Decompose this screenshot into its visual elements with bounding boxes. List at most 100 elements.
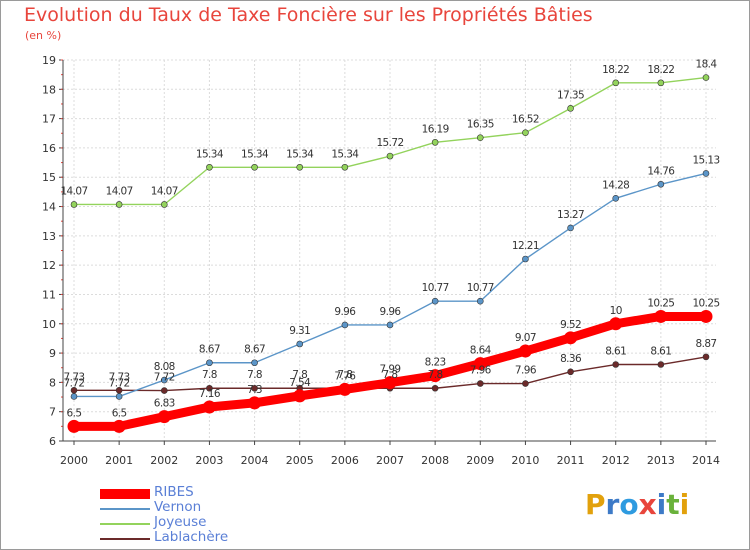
data-label-ribes: 7.16 <box>199 388 221 400</box>
y-tick-label: 16 <box>42 142 56 155</box>
data-point-joyeuse <box>296 163 304 171</box>
data-point-joyeuse <box>657 79 665 87</box>
logo-letter: i <box>679 488 690 521</box>
data-label-lablachre: 7.8 <box>383 369 398 381</box>
data-label-joyeuse: 15.34 <box>331 148 359 160</box>
data-point-ribes <box>338 382 352 396</box>
legend-swatch-ribes <box>100 489 150 499</box>
data-point-joyeuse <box>612 79 620 87</box>
data-label-joyeuse: 14.07 <box>151 185 178 197</box>
data-label-ribes: 9.52 <box>560 319 581 331</box>
data-point-ribes <box>473 357 487 371</box>
data-point-vernon <box>657 180 665 188</box>
data-point-joyeuse <box>702 74 710 81</box>
x-tick-label: 2004 <box>241 454 269 467</box>
data-point-ribes <box>428 369 442 383</box>
logo-letter: o <box>619 488 639 521</box>
data-point-joyeuse <box>160 201 168 208</box>
data-point-ribes <box>383 376 397 390</box>
data-label-ribes: 8.64 <box>470 345 492 357</box>
x-tick-label: 2009 <box>466 454 494 467</box>
logo-letter: t <box>666 488 680 521</box>
data-point-joyeuse <box>431 139 439 146</box>
x-tick-label: 2005 <box>286 454 314 467</box>
data-point-ribes <box>248 396 262 410</box>
logo-letter: P <box>585 488 606 521</box>
y-tick-label: 10 <box>42 318 56 331</box>
data-label-vernon: 10.77 <box>422 282 449 294</box>
data-point-joyeuse <box>522 129 529 136</box>
data-label-joyeuse: 15.72 <box>376 137 403 149</box>
data-point-lablachre <box>612 361 620 368</box>
data-label-joyeuse: 15.34 <box>241 148 269 160</box>
y-tick-label: 6 <box>49 435 56 448</box>
data-label-joyeuse: 14.07 <box>106 185 133 197</box>
data-point-vernon <box>206 359 213 367</box>
data-label-vernon: 14.28 <box>602 179 629 191</box>
data-point-vernon <box>70 393 78 400</box>
data-point-vernon <box>522 255 529 263</box>
data-point-vernon <box>431 297 439 305</box>
y-tick-label: 19 <box>42 54 56 67</box>
data-label-joyeuse: 17.35 <box>557 89 584 101</box>
logo-letter: i <box>656 488 667 521</box>
data-label-ribes: 9.07 <box>515 332 536 344</box>
data-point-vernon <box>702 170 710 177</box>
data-point-vernon <box>160 376 168 384</box>
data-label-lablachre: 7.8 <box>292 369 307 381</box>
data-label-lablachre: 8.87 <box>696 338 717 350</box>
data-label-joyeuse: 14.07 <box>60 185 87 197</box>
data-label-vernon: 7.72 <box>64 377 85 389</box>
data-point-vernon <box>476 297 484 305</box>
x-tick-label: 2006 <box>331 454 359 467</box>
data-label-joyeuse: 18.4 <box>696 59 718 71</box>
data-point-lablachre <box>251 384 258 392</box>
y-tick-label: 12 <box>42 259 56 272</box>
data-point-lablachre <box>567 368 574 376</box>
data-label-joyeuse: 15.34 <box>196 148 224 160</box>
data-point-lablachre <box>160 387 168 394</box>
data-point-ribes <box>112 419 126 433</box>
logo-letter: r <box>605 488 620 521</box>
x-tick-label: 2001 <box>105 454 133 467</box>
data-label-lablachre: 7.8 <box>428 369 443 381</box>
y-tick-label: 18 <box>42 83 56 96</box>
data-point-joyeuse <box>476 134 484 141</box>
data-label-vernon: 12.21 <box>512 240 539 252</box>
data-point-lablachre <box>431 384 439 392</box>
x-tick-label: 2013 <box>647 454 675 467</box>
data-point-vernon <box>612 195 620 202</box>
data-point-lablachre <box>702 353 710 361</box>
legend-swatch-joyeuse <box>100 523 150 525</box>
data-point-lablachre <box>476 380 484 387</box>
data-label-joyeuse: 15.34 <box>286 148 314 160</box>
x-tick-label: 2008 <box>421 454 449 467</box>
data-point-joyeuse <box>341 163 349 171</box>
data-label-vernon: 7.72 <box>109 377 130 389</box>
data-point-joyeuse <box>567 105 574 112</box>
data-label-ribes: 6.5 <box>112 407 127 419</box>
x-tick-label: 2002 <box>150 454 178 467</box>
legend-label-lablachere: Lablachère <box>154 529 229 545</box>
y-tick-label: 9 <box>49 347 56 360</box>
data-label-vernon: 14.76 <box>647 165 675 177</box>
data-point-ribes <box>518 344 532 358</box>
data-label-vernon: 13.27 <box>557 209 584 221</box>
x-tick-label: 2003 <box>195 454 223 467</box>
data-label-joyeuse: 16.19 <box>422 123 449 135</box>
logo-letter: x <box>638 488 657 521</box>
legend-label-joyeuse: Joyeuse <box>154 514 207 530</box>
data-point-ribes <box>699 309 713 323</box>
y-tick-label: 7 <box>49 406 56 419</box>
data-point-vernon <box>386 321 394 329</box>
data-point-vernon <box>341 321 349 329</box>
y-tick-label: 17 <box>42 113 56 126</box>
data-point-ribes <box>157 410 171 424</box>
data-label-lablachre: 7.73 <box>109 371 130 383</box>
data-point-ribes <box>67 419 81 433</box>
chart-title: Evolution du Taux de Taxe Foncière sur l… <box>24 4 593 26</box>
legend-label-ribes: RIBES <box>154 484 194 500</box>
legend-swatch-lablachere <box>100 538 150 540</box>
y-axis-unit-label: (en %) <box>25 29 62 42</box>
